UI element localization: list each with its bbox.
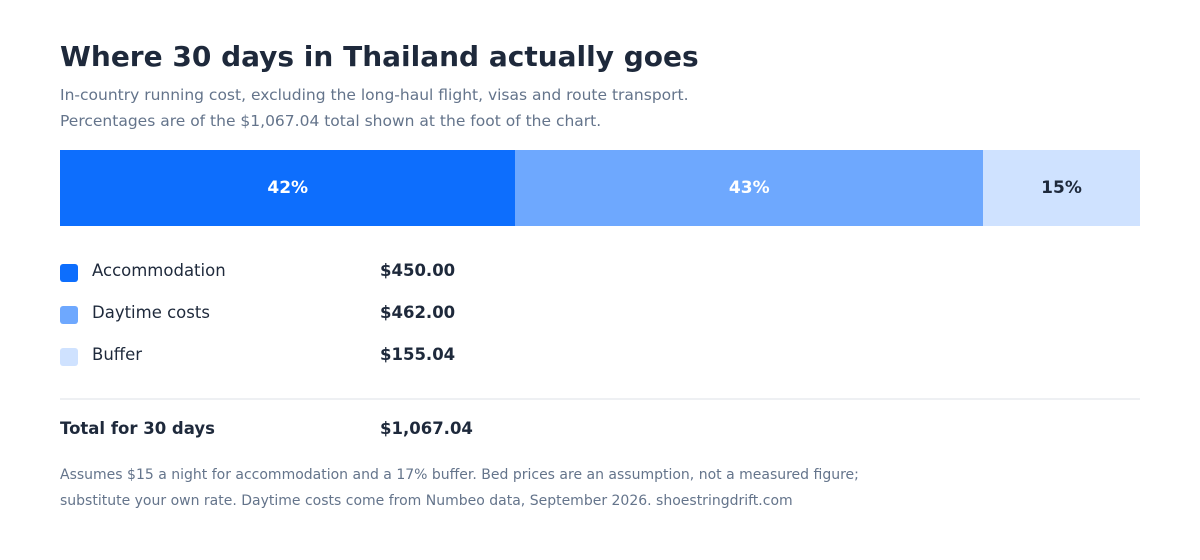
legend-swatch [60, 306, 78, 324]
legend-value: $155.04 [380, 345, 456, 364]
subtitle: Percentages are of the $1,067.04 total s… [60, 112, 602, 130]
share-label: 43% [728, 178, 770, 198]
chart-title: Where 30 days in Thailand actually goes [60, 40, 699, 73]
legend-swatch [60, 348, 78, 366]
bar-segment: 42% [60, 150, 516, 226]
footnote: Assumes $15 a night for accommodation an… [60, 467, 859, 483]
legend-label: Buffer [92, 345, 143, 364]
bar-segment: 43% [515, 150, 984, 226]
legend-value: $450.00 [380, 261, 456, 280]
share-label: 42% [267, 178, 309, 198]
legend-swatch [60, 264, 78, 282]
stacked-bar: 42% 43% 15% [60, 150, 1140, 226]
legend-value: $462.00 [380, 303, 456, 322]
bar-segment: 15% [983, 150, 1140, 226]
total-label: Total for 30 days [60, 419, 215, 438]
subtitle: In-country running cost, excluding the l… [60, 86, 689, 104]
total-value: $1,067.04 [380, 419, 473, 438]
legend-label: Accommodation [92, 261, 226, 280]
legend-label: Daytime costs [92, 303, 210, 322]
share-label: 15% [1041, 178, 1082, 198]
divider [60, 398, 1140, 400]
footnote: substitute your own rate. Daytime costs … [60, 493, 793, 509]
